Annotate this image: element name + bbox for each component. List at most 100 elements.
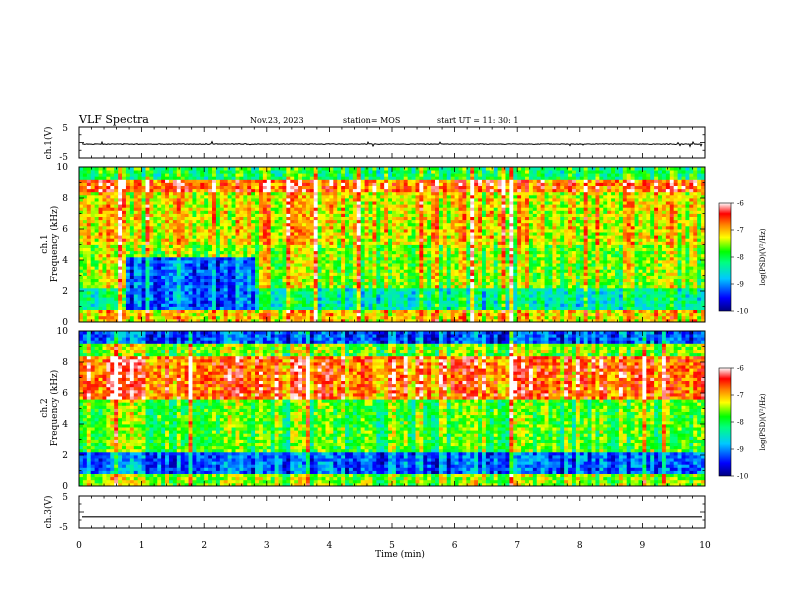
spectrogram-cell [392, 167, 397, 171]
spectrogram-cell [337, 173, 342, 177]
spectrogram-cell [133, 198, 139, 202]
spectrogram-cell [208, 225, 213, 230]
spectrogram-cell [215, 201, 221, 205]
spectrogram-cell [352, 312, 358, 317]
spectrogram-cell [243, 291, 248, 295]
spectrogram-cell [270, 247, 276, 252]
spectrogram-cell [302, 176, 307, 180]
spectrogram-cell [458, 294, 463, 298]
spectrogram-cell [341, 256, 346, 261]
spectrogram-cell [129, 309, 135, 314]
spectrogram-cell [208, 210, 213, 214]
spectrogram-cell [392, 263, 397, 267]
spectrogram-cell [258, 284, 264, 289]
spectrogram-cell [431, 294, 436, 298]
spectrogram-cell [329, 256, 334, 261]
spectrogram-cell [172, 179, 178, 183]
spectrogram-cell [302, 238, 307, 242]
spectrogram-cell [298, 269, 303, 273]
spectrogram-cell [423, 167, 428, 171]
spectrogram-cell [168, 241, 174, 245]
spectrogram-cell [411, 250, 416, 255]
spectrogram-cell [200, 219, 205, 224]
spectrogram-cell [204, 229, 209, 233]
spectrogram-cell [380, 275, 385, 279]
spectrogram-cell [454, 244, 459, 248]
spectrogram-cell [102, 256, 107, 261]
spectrogram-cell [157, 312, 162, 317]
spectrogram-cell [133, 312, 139, 317]
spectrogram-cell [450, 281, 455, 286]
spectrogram-cell [454, 315, 459, 320]
spectrogram-cell [98, 256, 103, 261]
spectrogram-cell [345, 294, 350, 298]
spectrogram-cell [325, 260, 330, 264]
spectrogram-cell [208, 244, 213, 248]
spectrogram-cell [423, 318, 428, 323]
spectrogram-cell [438, 309, 444, 314]
spectrogram-cell [153, 287, 158, 292]
spectrogram-cell [345, 222, 350, 227]
spectrogram-cell [345, 191, 350, 196]
spectrogram-cell [79, 204, 84, 208]
spectrogram-cell [282, 315, 287, 320]
spectrogram-cell [435, 182, 440, 186]
spectrogram-cell [380, 216, 385, 221]
spectrogram-cell [419, 225, 424, 230]
spectrogram-cell [368, 241, 373, 245]
spectrogram-cell [364, 219, 369, 224]
spectrogram-cell [360, 173, 366, 177]
spectrogram-cell [415, 219, 420, 224]
spectrogram-cell [145, 250, 150, 255]
spectrogram-cell [384, 176, 389, 180]
spectrogram-cell [454, 294, 459, 298]
spectrogram-cell [317, 191, 322, 196]
spectrogram-cell [90, 194, 96, 199]
spectrogram-cell [368, 291, 373, 295]
spectrogram-cell [133, 272, 139, 276]
spectrogram-cell [403, 266, 409, 270]
spectrogram-cell [219, 179, 225, 183]
spectrogram-cell [94, 287, 99, 292]
spectrogram-cell [266, 275, 272, 279]
spectrogram-cell [419, 222, 424, 227]
spectrogram-cell [133, 303, 139, 307]
spectrogram-cell [403, 182, 409, 186]
spectrogram-cell [352, 173, 358, 177]
spectrogram-cell [388, 281, 393, 286]
spectrogram-cell [446, 194, 452, 199]
spectrogram-cell [407, 207, 412, 211]
spectrogram-cell [341, 188, 346, 193]
spectrogram-cell [388, 219, 393, 224]
spectrogram-cell [149, 272, 154, 276]
spectrogram-cell [454, 284, 459, 289]
spectrogram-cell [356, 182, 362, 186]
spectrogram-cell [168, 306, 174, 310]
spectrogram-cell [125, 188, 131, 193]
spectrogram-cell [321, 247, 326, 252]
spectrogram-cell [384, 303, 389, 307]
spectrogram-cell [102, 306, 107, 310]
spectrogram-cell [215, 297, 221, 301]
spectrogram-cell [302, 170, 307, 174]
spectrogram-cell [337, 318, 342, 323]
spectrogram-cell [168, 232, 174, 236]
spectrogram-cell [200, 253, 205, 258]
spectrogram-cell [376, 250, 381, 255]
spectrogram-cell [395, 194, 401, 199]
spectrogram-cell [98, 297, 103, 301]
spectrogram-cell [403, 260, 409, 264]
spectrogram-cell [286, 210, 291, 214]
spectrogram-cell [208, 272, 213, 276]
spectrogram-cell [376, 225, 381, 230]
spectrogram-cell [348, 291, 354, 295]
spectrogram-cell [364, 244, 369, 248]
spectrogram-cell [356, 300, 362, 304]
spectrogram-cell [337, 179, 342, 183]
spectrogram-cell [227, 294, 232, 298]
spectrogram-cell [125, 291, 131, 295]
spectrogram-cell [435, 185, 440, 190]
spectrogram-cell [227, 250, 232, 255]
spectrogram-cell [212, 266, 217, 270]
spectrogram-cell [317, 179, 322, 183]
